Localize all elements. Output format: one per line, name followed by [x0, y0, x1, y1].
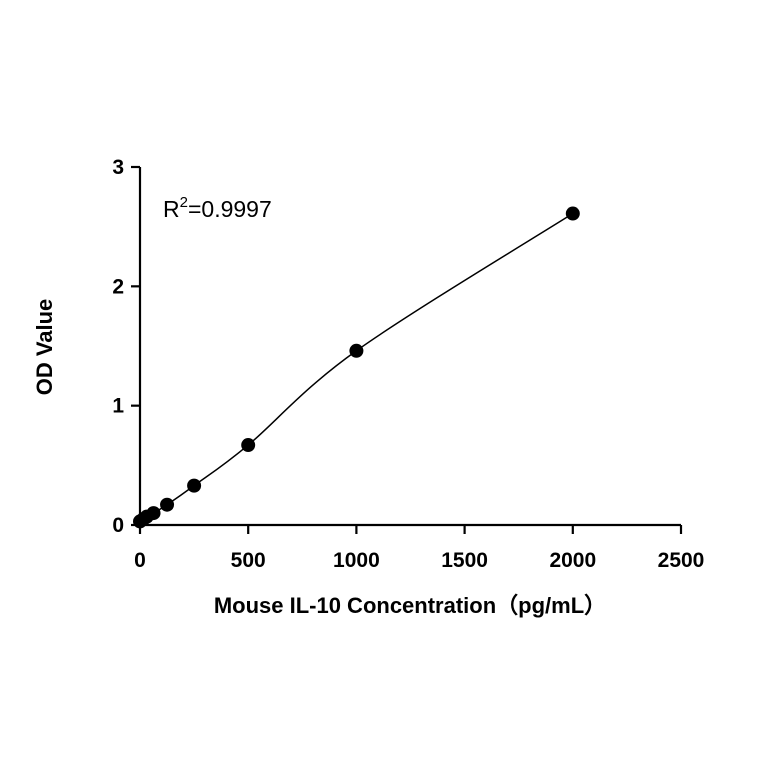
x-tick-label: 2500 [658, 549, 705, 572]
y-ticks: 0 1 2 3 [112, 156, 140, 537]
r-value: =0.9997 [188, 196, 272, 222]
data-point [349, 343, 364, 358]
x-ticks: 0 500 1000 1500 2000 2500 [134, 525, 704, 572]
axes [138, 167, 681, 527]
data-point [565, 206, 580, 221]
x-axis-title: Mouse IL-10 Concentration（pg/mL） [214, 593, 606, 618]
y-axis-title: OD Value [32, 299, 57, 396]
data-points [133, 206, 580, 529]
y-tick-label: 1 [112, 395, 124, 418]
y-tick-label: 2 [112, 275, 124, 298]
y-tick-label: 3 [112, 156, 124, 179]
r-prefix: R [163, 196, 180, 222]
data-point [146, 506, 161, 521]
x-tick-label: 500 [231, 549, 266, 572]
x-tick-label: 0 [134, 549, 146, 572]
data-point [187, 478, 202, 493]
fit-curve [139, 212, 574, 523]
x-tick-label: 1500 [441, 549, 488, 572]
r-superscript: 2 [180, 194, 188, 211]
r-squared-annotation: R2=0.9997 [163, 194, 272, 222]
x-tick-label: 2000 [549, 549, 596, 572]
data-point [160, 497, 175, 512]
x-tick-label: 1000 [333, 549, 380, 572]
y-tick-label: 0 [112, 514, 124, 537]
data-point [241, 438, 256, 453]
